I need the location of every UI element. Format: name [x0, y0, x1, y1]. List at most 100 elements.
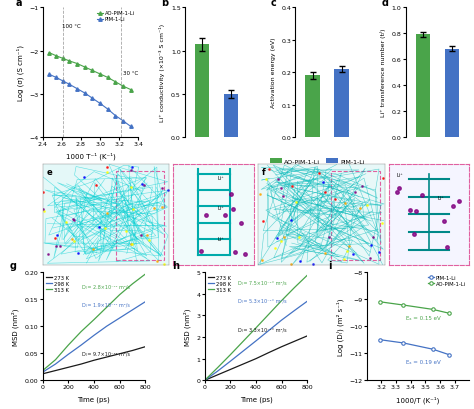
AO-PIM-1-Li: [128, 88, 134, 93]
AO-PIM-1-Li: [90, 69, 95, 74]
313 K: [104, 305, 109, 310]
Text: a: a: [16, 0, 22, 8]
AO-PIM-1-Li: [82, 65, 88, 70]
298 K: [53, 362, 58, 366]
273 K: [240, 362, 246, 366]
AO-PIM-1-Li: [60, 57, 65, 62]
313 K: [142, 272, 148, 277]
273 K: [142, 344, 148, 349]
Y-axis label: Li⁺ conductivity (×10⁻³ S cm⁻¹): Li⁺ conductivity (×10⁻³ S cm⁻¹): [159, 24, 165, 122]
Line: 298 K: 298 K: [205, 301, 307, 380]
Text: Dₗᴵ= 1.9×10⁻¹¹ m²/s: Dₗᴵ= 1.9×10⁻¹¹ m²/s: [82, 302, 130, 307]
273 K: [304, 334, 310, 339]
Text: i: i: [328, 260, 331, 270]
Line: AO-PIM-1-Li: AO-PIM-1-Li: [378, 300, 450, 315]
313 K: [53, 357, 58, 362]
Text: Dₗᴵ= 3.3×10⁻¹° m²/s: Dₗᴵ= 3.3×10⁻¹° m²/s: [238, 327, 287, 332]
AO-PIM-1-Li: [446, 311, 452, 316]
313 K: [65, 343, 71, 348]
313 K: [215, 365, 220, 370]
273 K: [40, 371, 46, 376]
Y-axis label: MSD (nm²): MSD (nm²): [12, 308, 19, 345]
Text: Dₗᴵ= 7.5×10⁻¹° m²/s: Dₗᴵ= 7.5×10⁻¹° m²/s: [238, 280, 287, 285]
X-axis label: Time (ps): Time (ps): [78, 395, 110, 402]
273 K: [202, 378, 208, 383]
X-axis label: Time (ps): Time (ps): [239, 395, 273, 402]
Y-axis label: Log (σ) (S cm⁻¹): Log (σ) (S cm⁻¹): [16, 45, 24, 101]
Bar: [416, 36, 430, 138]
313 K: [40, 368, 46, 373]
298 K: [40, 370, 46, 375]
Line: 298 K: 298 K: [43, 302, 145, 372]
Bar: [195, 45, 210, 138]
Text: 30 °C: 30 °C: [123, 71, 138, 76]
Legend: AO-PIM-1-Li, PIM-1-Li: AO-PIM-1-Li, PIM-1-Li: [268, 157, 367, 167]
Line: PIM-1-Li: PIM-1-Li: [378, 338, 450, 356]
PIM-1-Li: [120, 119, 126, 124]
Line: 313 K: 313 K: [205, 276, 307, 380]
273 K: [279, 344, 284, 349]
313 K: [228, 353, 233, 357]
273 K: [78, 362, 84, 366]
Text: h: h: [172, 260, 179, 270]
298 K: [202, 378, 208, 383]
273 K: [266, 350, 272, 355]
Text: Li⁺: Li⁺: [397, 173, 403, 178]
AO-PIM-1-Li: [105, 76, 110, 81]
298 K: [91, 333, 97, 338]
Bar: [445, 49, 459, 138]
Legend: 273 K, 298 K, 313 K: 273 K, 298 K, 313 K: [46, 275, 69, 293]
PIM-1-Li: [401, 341, 406, 346]
Text: Eₐ = 0.19 eV: Eₐ = 0.19 eV: [406, 359, 441, 364]
273 K: [228, 367, 233, 372]
313 K: [129, 282, 135, 287]
Text: Dₗᴵ= 9.7×10⁻¹² m²/s: Dₗᴵ= 9.7×10⁻¹² m²/s: [82, 351, 130, 355]
AO-PIM-1-Li: [97, 72, 103, 77]
313 K: [91, 317, 97, 322]
273 K: [215, 373, 220, 378]
PIM-1-Li: [90, 97, 95, 101]
298 K: [266, 328, 272, 333]
AO-PIM-1-Li: [46, 51, 52, 56]
Line: 273 K: 273 K: [205, 336, 307, 380]
Legend: PIM-1-Li, AO-PIM-1-Li: PIM-1-Li, AO-PIM-1-Li: [428, 275, 466, 287]
PIM-1-Li: [74, 87, 80, 92]
AO-PIM-1-Li: [66, 59, 72, 64]
AO-PIM-1-Li: [74, 62, 80, 67]
298 K: [240, 349, 246, 354]
Text: g: g: [10, 260, 17, 270]
313 K: [78, 329, 84, 334]
313 K: [279, 299, 284, 303]
273 K: [292, 339, 297, 344]
Text: Li⁺: Li⁺: [218, 206, 224, 211]
Text: Dₗᴵ= 2.8×10⁻¹¹ m²/s: Dₗᴵ= 2.8×10⁻¹¹ m²/s: [82, 283, 130, 288]
273 K: [65, 365, 71, 370]
298 K: [117, 316, 122, 321]
Text: d: d: [381, 0, 388, 8]
PIM-1-Li: [128, 125, 134, 130]
Line: PIM-1-Li: PIM-1-Li: [47, 74, 132, 129]
Y-axis label: Log (Dₗᴵ) (m² s⁻¹): Log (Dₗᴵ) (m² s⁻¹): [337, 298, 344, 355]
PIM-1-Li: [82, 91, 88, 96]
AO-PIM-1-Li: [377, 299, 383, 304]
PIM-1-Li: [377, 337, 383, 342]
298 K: [228, 359, 233, 364]
Legend: AO-PIM-1-Li, PIM-1-Li: AO-PIM-1-Li, PIM-1-Li: [97, 11, 136, 23]
PIM-1-Li: [446, 352, 452, 357]
273 K: [91, 358, 97, 363]
Text: e: e: [46, 168, 52, 176]
Bar: [224, 94, 238, 138]
313 K: [266, 312, 272, 317]
AO-PIM-1-Li: [53, 54, 59, 59]
313 K: [240, 339, 246, 344]
298 K: [304, 299, 310, 304]
Text: c: c: [271, 0, 277, 8]
PIM-1-Li: [66, 83, 72, 88]
Text: Eₐ = 0.15 eV: Eₐ = 0.15 eV: [406, 316, 441, 321]
Text: b: b: [161, 0, 168, 8]
Y-axis label: Activation energy (eV): Activation energy (eV): [271, 38, 275, 108]
Text: Li⁺: Li⁺: [437, 196, 444, 201]
PIM-1-Li: [46, 73, 52, 78]
AO-PIM-1-Li: [120, 84, 126, 89]
313 K: [304, 273, 310, 278]
